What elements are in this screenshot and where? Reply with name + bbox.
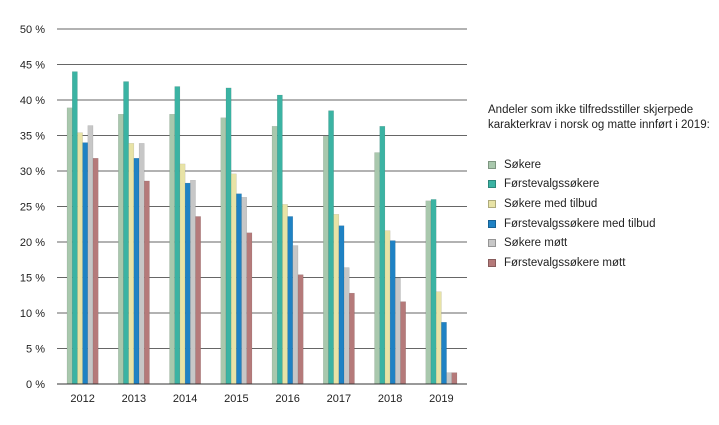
legend-swatch xyxy=(488,258,496,267)
bar-2015-0 xyxy=(220,117,227,385)
bar-2013-2 xyxy=(128,143,135,385)
bar-2016-4 xyxy=(292,245,299,385)
legend-title: Andeler som ikke tilfredsstiller skjerpe… xyxy=(488,104,710,131)
bar-2015-1 xyxy=(225,87,232,385)
y-tick-label: 10 % xyxy=(20,308,45,320)
axes: 0 % 5 % 10 % 15 % 20 % 25 % 30 % 35 % 40 % 45 % 50… xyxy=(20,24,467,405)
bar-2013-4 xyxy=(138,143,145,385)
bar-2018-2 xyxy=(384,230,391,385)
x-tick-label: 2018 xyxy=(378,393,402,405)
legend-swatch xyxy=(488,219,496,228)
y-tick-label: 50 % xyxy=(20,24,45,36)
legend-label: Søkere møtt xyxy=(504,237,568,250)
bar-2012-4 xyxy=(87,125,94,385)
bar-2017-1 xyxy=(328,110,334,385)
bar-2018-5 xyxy=(400,301,406,385)
bar-2014-2 xyxy=(179,163,186,385)
legend: Søkere Førstevalgssøkere Søkere med tilbud… xyxy=(488,155,655,273)
legend-label: Førstevalgssøkere xyxy=(504,178,600,191)
bar-2019-2 xyxy=(435,291,442,385)
legend-label: Førstevalgssøkere med tilbud xyxy=(504,217,656,230)
legend-item: Førstevalgssøkere xyxy=(488,175,655,195)
x-tick-label: 2015 xyxy=(224,393,248,405)
y-tick-label: 0 % xyxy=(26,379,45,391)
bar-2015-5 xyxy=(246,232,253,385)
bar-2018-3 xyxy=(389,240,396,385)
bar-2019-4 xyxy=(446,372,452,385)
bar-2012-2 xyxy=(77,132,83,385)
bar-2016-0 xyxy=(271,126,278,385)
bar-2014-0 xyxy=(169,113,175,385)
bar-2017-0 xyxy=(323,136,329,385)
bar-2016-5 xyxy=(297,274,304,385)
x-tick-label: 2012 xyxy=(70,393,94,405)
bar-2019-5 xyxy=(451,372,458,385)
legend-swatch xyxy=(488,239,496,248)
bar-2014-3 xyxy=(184,182,191,385)
bar-2016-3 xyxy=(287,216,294,385)
bar-2013-0 xyxy=(118,113,124,385)
bar-2017-2 xyxy=(333,214,340,385)
legend-label: Førstevalgssøkere møtt xyxy=(504,256,626,269)
y-tick-label: 35 % xyxy=(20,131,45,143)
bar-2014-4 xyxy=(190,180,196,385)
bar-2017-3 xyxy=(338,225,345,385)
bar-2016-2 xyxy=(282,204,288,385)
bar-2012-1 xyxy=(72,71,78,385)
bars xyxy=(66,71,458,385)
y-tick-label: 20 % xyxy=(20,237,45,249)
legend-label: Søkere med tilbud xyxy=(504,197,598,210)
bar-2014-5 xyxy=(195,216,201,385)
x-tick-label: 2013 xyxy=(122,393,146,405)
legend-swatch xyxy=(488,199,496,208)
bar-2012-5 xyxy=(92,158,99,385)
bar-2018-4 xyxy=(395,278,401,385)
legend-item: Søkere med tilbud xyxy=(488,194,655,214)
bar-2013-3 xyxy=(133,158,140,385)
bar-2017-4 xyxy=(343,267,350,385)
y-tick-label: 30 % xyxy=(20,166,45,178)
bar-2018-0 xyxy=(374,152,380,385)
bar-2017-5 xyxy=(349,292,355,385)
bar-2019-1 xyxy=(430,199,437,385)
bar-2012-0 xyxy=(66,107,73,385)
legend-item: Førstevalgssøkere med tilbud xyxy=(488,214,655,234)
bar-2013-1 xyxy=(123,81,129,385)
x-tick-label: 2016 xyxy=(275,393,299,405)
bar-2018-1 xyxy=(379,126,386,385)
x-tick-label: 2017 xyxy=(327,393,351,405)
bar-2015-4 xyxy=(241,197,247,385)
y-tick-label: 40 % xyxy=(20,95,45,107)
x-tick-label: 2014 xyxy=(173,393,197,405)
y-tick-label: 5 % xyxy=(26,344,45,356)
bar-2015-2 xyxy=(230,173,237,385)
bar-2012-3 xyxy=(82,142,89,385)
legend-item: Søkere møtt xyxy=(488,233,655,253)
bar-2014-1 xyxy=(174,86,181,385)
y-tick-label: 45 % xyxy=(20,60,45,72)
legend-label: Søkere xyxy=(504,158,542,171)
legend-item: Søkere xyxy=(488,155,655,175)
x-tick-label: 2019 xyxy=(429,393,453,405)
bar-2016-1 xyxy=(277,94,283,385)
legend-swatch xyxy=(488,160,496,169)
bar-2019-0 xyxy=(425,200,432,385)
y-tick-label: 25 % xyxy=(20,202,45,214)
bar-2015-3 xyxy=(236,193,242,385)
legend-item: Førstevalgssøkere møtt xyxy=(488,253,655,273)
bar-2019-3 xyxy=(441,322,447,385)
bar-2013-5 xyxy=(144,180,150,385)
legend-swatch xyxy=(488,180,496,189)
y-tick-label: 15 % xyxy=(20,273,45,285)
